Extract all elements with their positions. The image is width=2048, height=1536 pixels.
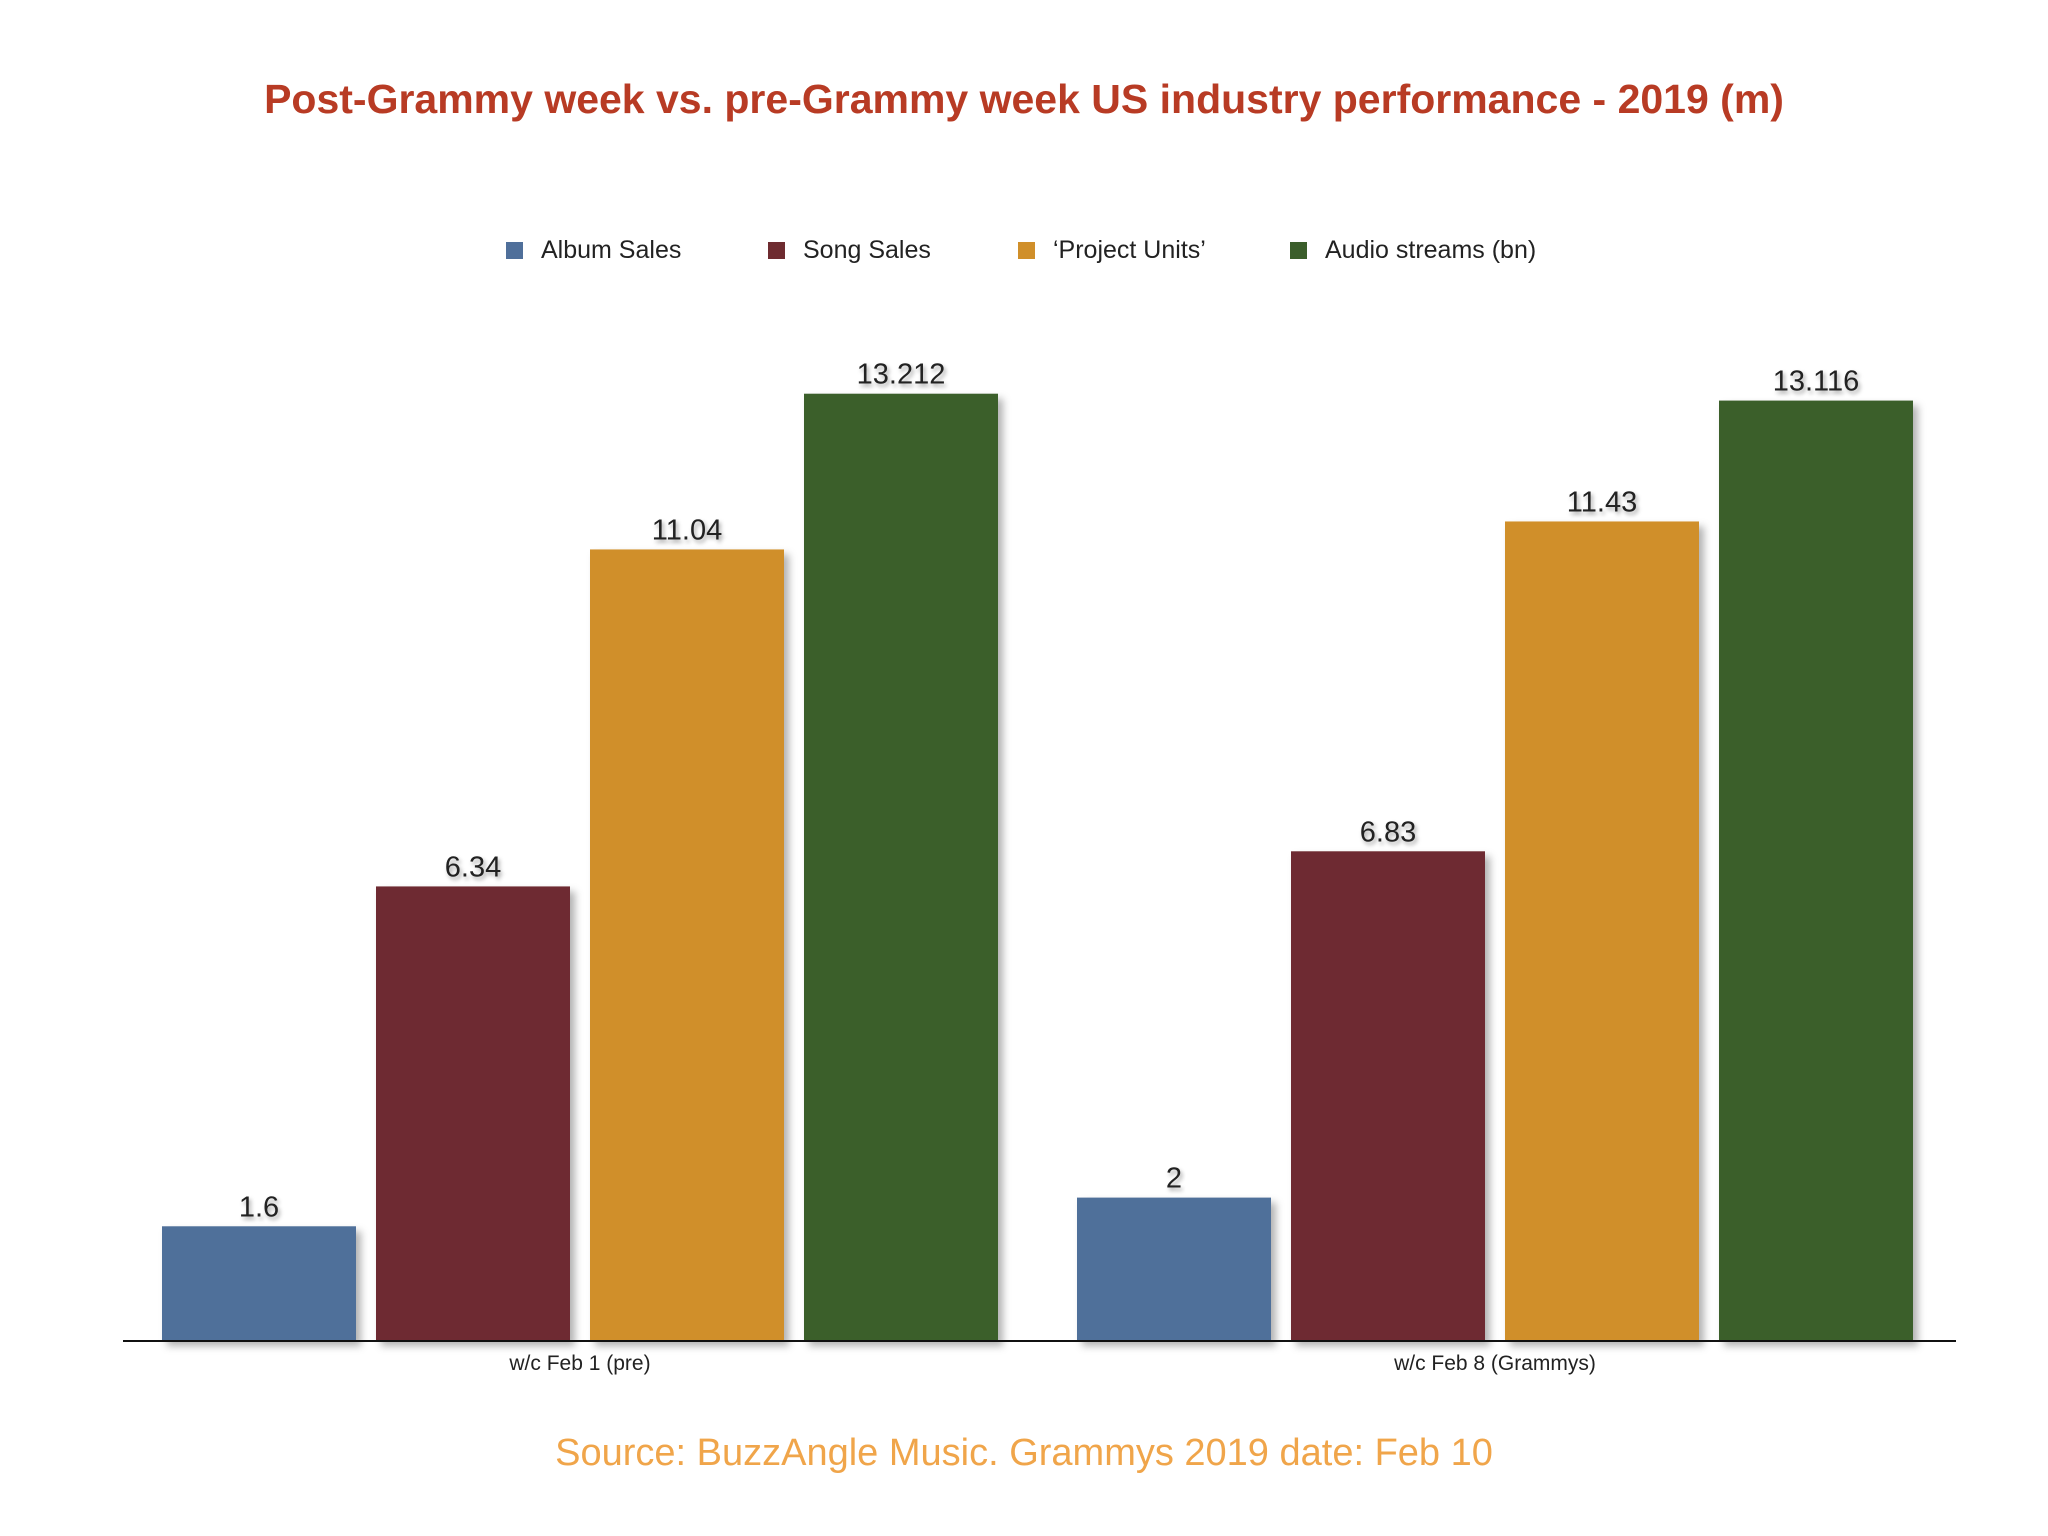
legend-label-song-sales: Song Sales <box>803 235 931 264</box>
legend-label-audio-streams: Audio streams (bn) <box>1325 235 1537 264</box>
bar-song-sales-2 <box>1291 851 1485 1341</box>
bar-audio-streams-bn-2 <box>1719 400 1913 1342</box>
legend-swatch-album-sales <box>506 241 523 259</box>
data-label-project-units-1: 11.04 <box>652 514 722 546</box>
source-note: Source: BuzzAngle Music. Grammys 2019 da… <box>555 1432 1493 1474</box>
legend-swatch-audio-streams <box>1290 241 1307 259</box>
data-label-song-sales-2: 6.83 <box>1360 816 1416 848</box>
data-label-audio-streams-bn-2: 13.116 <box>1773 366 1860 398</box>
bars-layer <box>162 393 1913 1342</box>
bar-album-sales-2 <box>1077 1197 1271 1341</box>
legend-label-album-sales: Album Sales <box>541 235 682 264</box>
data-label-album-sales-2: 2 <box>1166 1163 1182 1195</box>
x-tick-label-1: w/c Feb 1 (pre) <box>508 1352 650 1375</box>
bar-project-units-2 <box>1505 521 1699 1341</box>
bar-album-sales-1 <box>162 1226 356 1341</box>
chart-title: Post-Grammy week vs. pre-Grammy week US … <box>264 76 1784 122</box>
data-label-project-units-2: 11.43 <box>1567 486 1637 518</box>
data-label-audio-streams-bn-1: 13.212 <box>857 359 946 391</box>
bar-project-units-1 <box>590 549 784 1341</box>
legend-item-project-units: ‘Project Units’ <box>1018 232 1206 268</box>
legend-item-album-sales: Album Sales <box>506 232 681 268</box>
labels-layer: 1.6 6.34 11.04 13.212 w/c Feb 1 (pre) 2 6.83 11… <box>239 359 1859 1375</box>
bar-audio-streams-bn-1 <box>804 393 998 1341</box>
legend-swatch-song-sales <box>768 241 785 259</box>
legend-item-audio-streams: Audio streams (bn) <box>1290 232 1536 268</box>
legend-label-project-units: ‘Project Units’ <box>1053 235 1206 264</box>
x-tick-label-2: w/c Feb 8 (Grammys) <box>1393 1352 1596 1375</box>
chart-legend: Album Sales Song Sales ‘Project Units’ A… <box>0 232 2048 268</box>
data-label-album-sales-1: 1.6 <box>239 1191 279 1223</box>
legend-swatch-project-units <box>1018 241 1035 259</box>
legend-item-song-sales: Song Sales <box>768 232 931 268</box>
bar-song-sales-1 <box>376 886 570 1341</box>
data-label-song-sales-1: 6.34 <box>445 851 501 883</box>
